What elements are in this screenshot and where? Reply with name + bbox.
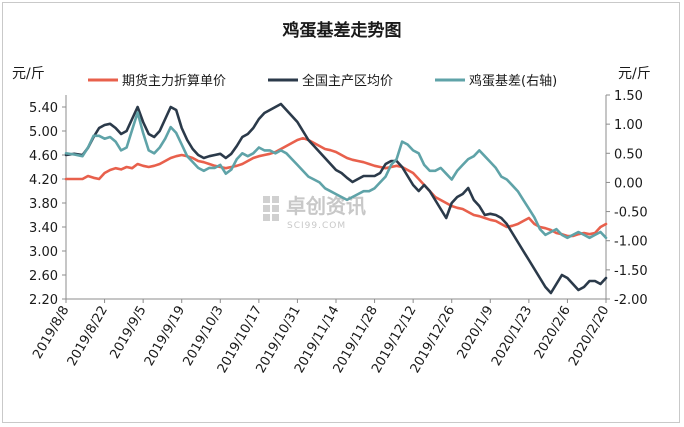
x-tick-label: 2019/9/5: [107, 304, 149, 362]
left-tick-label: 4.20: [29, 173, 58, 188]
right-tick-label: 1.50: [614, 89, 643, 104]
legend: 期货主力折算单价 全国主产区均价 鸡蛋基差(右轴): [88, 73, 557, 89]
left-tick-label: 3.80: [29, 197, 58, 212]
right-tick-label: 0.50: [614, 147, 643, 162]
x-tick-label: 2020/2/20: [566, 304, 612, 369]
chart-frame: [2, 2, 680, 423]
legend-label-basis: 鸡蛋基差(右轴): [469, 73, 557, 89]
left-axis-unit: 元/斤: [12, 66, 45, 82]
watermark: 卓创资讯 SCI99.COM: [263, 194, 366, 231]
right-tick-label: -2.00: [614, 293, 648, 308]
legend-label-price: 期货主力折算单价: [122, 73, 226, 89]
right-tick-label: -1.50: [614, 264, 648, 279]
left-tick-label: 5.40: [29, 101, 58, 116]
right-tick-label: -1.00: [614, 235, 648, 250]
right-axis-unit: 元/斤: [618, 66, 651, 82]
legend-label-spot: 全国主产区均价: [302, 73, 393, 89]
chart-title: 鸡蛋基差走势图: [282, 20, 402, 41]
right-tick-label: 1.00: [614, 118, 643, 133]
right-tick-label: 0.00: [614, 176, 643, 191]
series-line-basis: [64, 111, 608, 240]
right-tick-label: -0.50: [614, 206, 648, 221]
left-tick-label: 2.60: [29, 269, 58, 284]
x-tick-label: 2020/1/23: [489, 304, 535, 369]
watermark-site: SCI99.COM: [287, 221, 346, 231]
left-tick-label: 3.00: [29, 245, 58, 260]
left-tick-label: 2.20: [29, 293, 58, 308]
x-tick-label: 2019/8/22: [65, 304, 111, 369]
x-tick-label: 2020/1/9: [455, 304, 497, 362]
left-tick-label: 4.60: [29, 149, 58, 164]
x-tick-label: 2019/8/8: [30, 304, 72, 362]
left-tick-label: 3.40: [29, 221, 58, 236]
left-tick-label: 5.00: [29, 125, 58, 140]
series-line-spot-price: [64, 102, 608, 295]
x-tick-label: 2020/2/6: [532, 304, 574, 362]
series-line-futures-price: [64, 136, 608, 238]
series-layer: [64, 102, 608, 295]
